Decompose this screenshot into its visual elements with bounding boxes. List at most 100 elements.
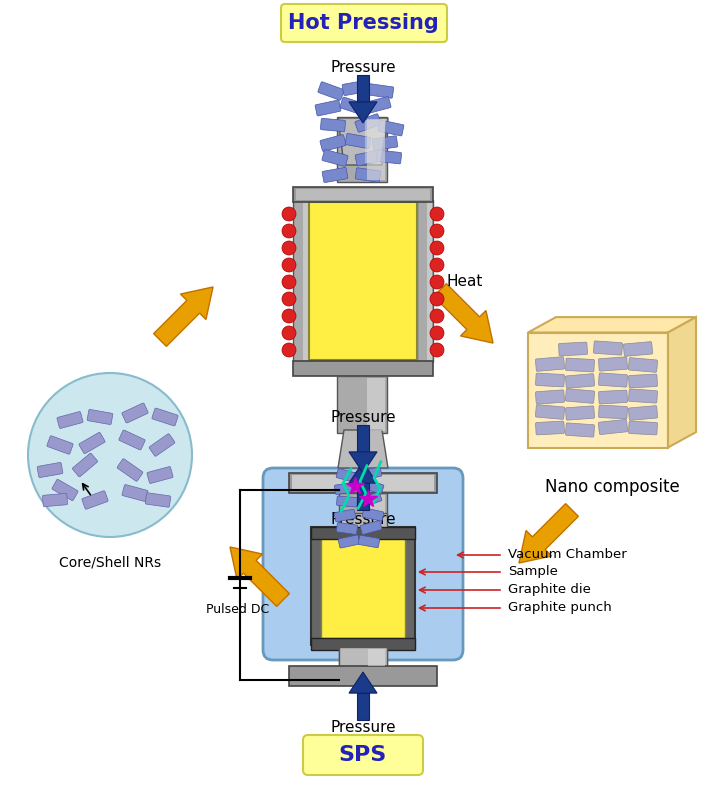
Circle shape xyxy=(282,275,296,289)
Polygon shape xyxy=(668,317,696,447)
Polygon shape xyxy=(528,317,696,333)
FancyBboxPatch shape xyxy=(337,496,357,507)
FancyBboxPatch shape xyxy=(566,406,595,420)
FancyBboxPatch shape xyxy=(360,492,382,507)
FancyBboxPatch shape xyxy=(335,483,356,495)
Circle shape xyxy=(282,309,296,323)
FancyBboxPatch shape xyxy=(318,82,344,100)
FancyBboxPatch shape xyxy=(263,468,463,660)
FancyBboxPatch shape xyxy=(37,462,63,477)
FancyBboxPatch shape xyxy=(152,408,178,426)
Circle shape xyxy=(282,343,296,357)
Bar xyxy=(303,202,309,360)
FancyBboxPatch shape xyxy=(598,390,627,403)
Circle shape xyxy=(430,309,444,323)
FancyBboxPatch shape xyxy=(355,150,381,166)
Bar xyxy=(368,495,385,513)
FancyBboxPatch shape xyxy=(629,421,658,435)
FancyBboxPatch shape xyxy=(378,120,404,136)
FancyBboxPatch shape xyxy=(73,453,97,476)
Polygon shape xyxy=(349,462,377,483)
Circle shape xyxy=(430,224,444,238)
FancyBboxPatch shape xyxy=(566,358,595,372)
Text: Heat: Heat xyxy=(447,275,484,290)
Bar xyxy=(293,361,433,376)
Circle shape xyxy=(282,241,296,255)
FancyBboxPatch shape xyxy=(359,535,380,548)
FancyBboxPatch shape xyxy=(338,535,360,548)
Bar xyxy=(367,378,385,431)
Text: Graphite punch: Graphite punch xyxy=(508,601,612,615)
Polygon shape xyxy=(349,672,377,693)
Polygon shape xyxy=(357,483,369,510)
FancyBboxPatch shape xyxy=(119,430,145,450)
Circle shape xyxy=(28,373,192,537)
Bar xyxy=(339,493,387,515)
Bar xyxy=(528,333,668,447)
Bar xyxy=(417,200,433,362)
FancyBboxPatch shape xyxy=(536,421,564,435)
FancyBboxPatch shape xyxy=(362,508,384,521)
Bar xyxy=(293,200,309,362)
FancyBboxPatch shape xyxy=(536,390,565,404)
Bar xyxy=(311,527,415,539)
Bar xyxy=(321,535,405,638)
FancyBboxPatch shape xyxy=(593,341,622,355)
Text: Pressure: Pressure xyxy=(330,411,396,425)
Bar xyxy=(296,189,430,200)
FancyBboxPatch shape xyxy=(624,341,653,356)
FancyBboxPatch shape xyxy=(42,493,68,506)
Polygon shape xyxy=(357,75,369,102)
Bar xyxy=(368,649,385,666)
Bar xyxy=(311,527,415,645)
FancyBboxPatch shape xyxy=(340,97,366,115)
Polygon shape xyxy=(365,120,386,163)
FancyBboxPatch shape xyxy=(629,389,658,403)
Bar xyxy=(289,666,437,686)
FancyBboxPatch shape xyxy=(281,4,447,42)
FancyBboxPatch shape xyxy=(342,80,368,96)
FancyBboxPatch shape xyxy=(87,410,113,425)
Text: SPS: SPS xyxy=(339,745,387,765)
Circle shape xyxy=(282,292,296,306)
FancyBboxPatch shape xyxy=(334,509,356,522)
FancyBboxPatch shape xyxy=(360,467,382,480)
FancyBboxPatch shape xyxy=(598,419,628,435)
Text: Pressure: Pressure xyxy=(330,60,396,75)
FancyBboxPatch shape xyxy=(368,84,393,98)
Circle shape xyxy=(430,292,444,306)
Bar xyxy=(339,647,387,668)
Circle shape xyxy=(430,326,444,340)
FancyBboxPatch shape xyxy=(535,405,565,419)
FancyBboxPatch shape xyxy=(52,480,78,501)
Text: Vacuum Chamber: Vacuum Chamber xyxy=(508,549,627,561)
FancyBboxPatch shape xyxy=(320,119,346,132)
Circle shape xyxy=(430,207,444,221)
Polygon shape xyxy=(338,118,388,165)
Polygon shape xyxy=(349,102,377,123)
Bar xyxy=(337,376,387,433)
Circle shape xyxy=(282,224,296,238)
FancyBboxPatch shape xyxy=(315,100,341,116)
FancyBboxPatch shape xyxy=(336,523,358,535)
FancyBboxPatch shape xyxy=(149,434,175,456)
FancyBboxPatch shape xyxy=(79,433,105,454)
FancyBboxPatch shape xyxy=(355,114,381,132)
FancyBboxPatch shape xyxy=(117,458,143,481)
Circle shape xyxy=(430,241,444,255)
Circle shape xyxy=(430,258,444,272)
FancyBboxPatch shape xyxy=(598,373,627,387)
Text: Sample: Sample xyxy=(508,565,558,579)
FancyBboxPatch shape xyxy=(566,423,595,437)
Text: Nano composite: Nano composite xyxy=(544,477,680,495)
FancyBboxPatch shape xyxy=(322,150,348,166)
Bar xyxy=(289,473,437,493)
FancyBboxPatch shape xyxy=(535,356,565,371)
Text: Pulsed DC: Pulsed DC xyxy=(206,603,269,616)
FancyBboxPatch shape xyxy=(320,134,346,152)
Circle shape xyxy=(430,343,444,357)
FancyBboxPatch shape xyxy=(536,373,564,387)
Circle shape xyxy=(282,258,296,272)
FancyBboxPatch shape xyxy=(598,357,627,371)
Bar xyxy=(367,119,385,180)
